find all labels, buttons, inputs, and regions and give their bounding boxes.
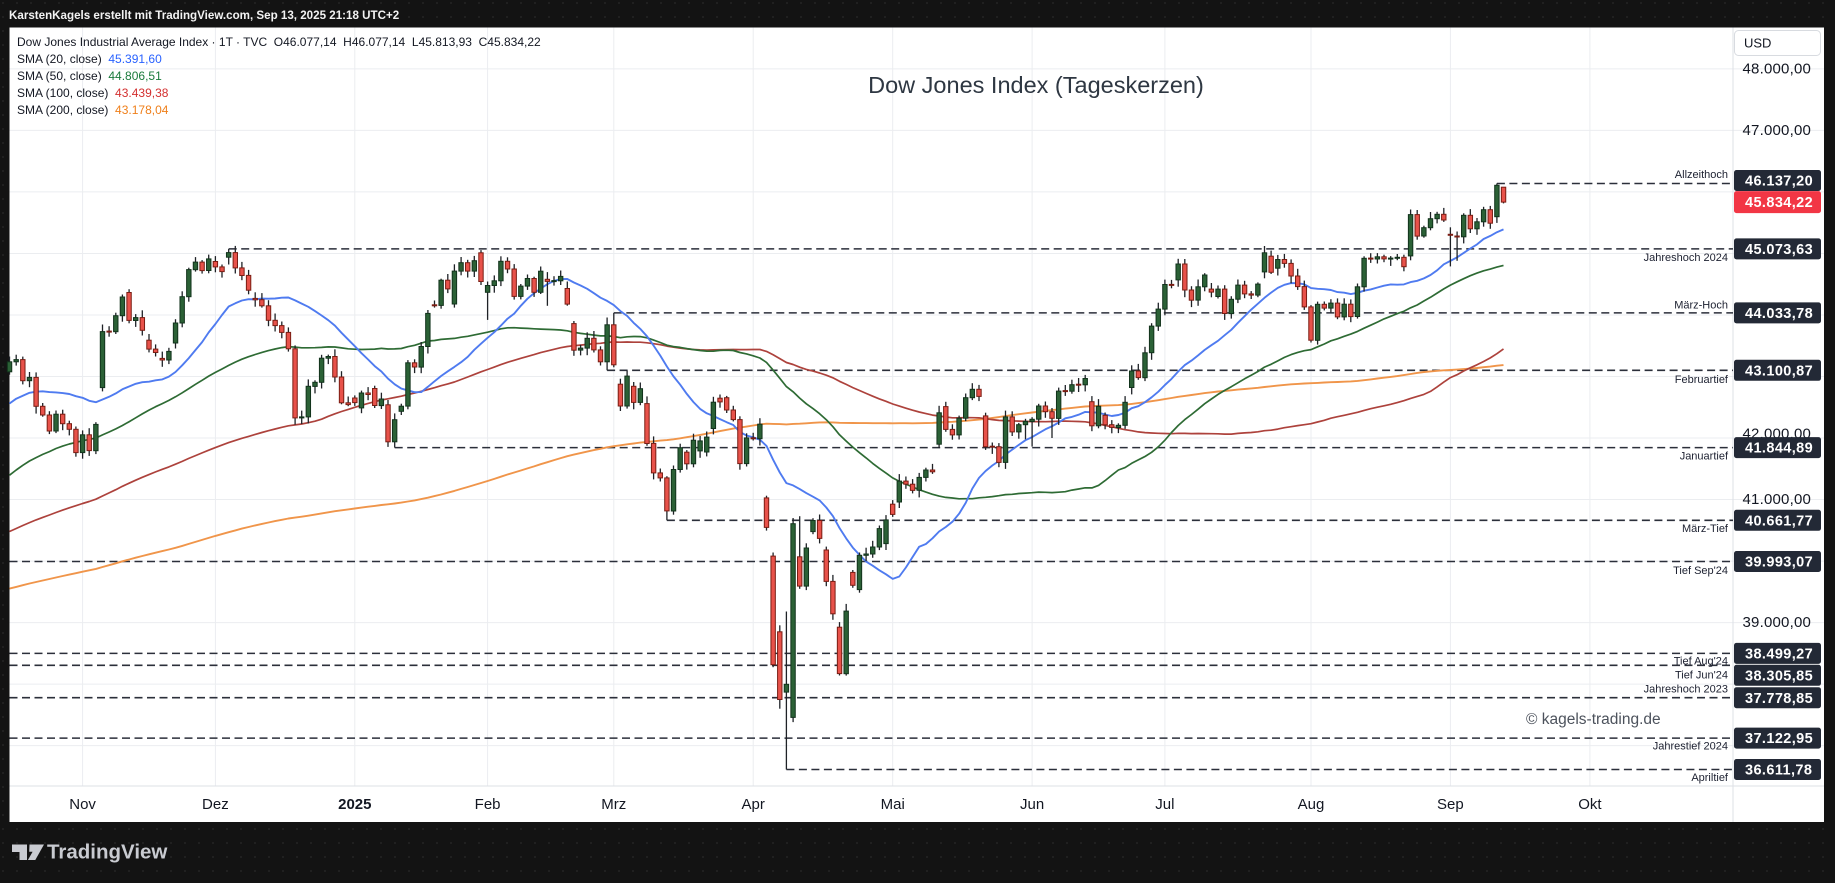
- svg-text:45.073,63: 45.073,63: [1745, 242, 1813, 258]
- svg-text:Nov: Nov: [69, 796, 96, 813]
- svg-text:KarstenKagels erstellt mit Tra: KarstenKagels erstellt mit TradingView.c…: [9, 9, 399, 22]
- svg-text:45.834,22: 45.834,22: [1745, 195, 1813, 211]
- svg-text:Dez: Dez: [202, 796, 229, 813]
- svg-text:Jahreshoch 2023: Jahreshoch 2023: [1644, 684, 1728, 696]
- svg-text:Allzeithoch: Allzeithoch: [1675, 169, 1728, 181]
- svg-text:Feb: Feb: [475, 796, 501, 813]
- svg-text:Jahreshoch 2024: Jahreshoch 2024: [1644, 252, 1728, 264]
- svg-text:39.993,07: 39.993,07: [1745, 555, 1813, 571]
- svg-text:Tief Jun'24: Tief Jun'24: [1675, 669, 1728, 681]
- svg-text:37.778,85: 37.778,85: [1745, 691, 1813, 707]
- svg-text:März-Hoch: März-Hoch: [1674, 299, 1728, 311]
- svg-text:© kagels-trading.de: © kagels-trading.de: [1526, 711, 1661, 728]
- svg-text:41.000,00: 41.000,00: [1743, 491, 1812, 508]
- svg-text:Februartief: Februartief: [1675, 374, 1729, 386]
- svg-text:Jahrestief 2024: Jahrestief 2024: [1653, 741, 1728, 753]
- svg-text:48.000,00: 48.000,00: [1743, 60, 1812, 77]
- svg-text:Dow Jones Index (Tageskerzen): Dow Jones Index (Tageskerzen): [868, 72, 1204, 98]
- svg-text:40.661,77: 40.661,77: [1745, 513, 1813, 529]
- svg-text:März-Tief: März-Tief: [1682, 523, 1729, 535]
- svg-text:SMA (20, close) 45.391,60: SMA (20, close) 45.391,60: [17, 52, 162, 66]
- svg-text:46.137,20: 46.137,20: [1745, 174, 1813, 190]
- svg-text:47.000,00: 47.000,00: [1743, 122, 1812, 139]
- svg-text:38.499,27: 38.499,27: [1745, 647, 1813, 663]
- svg-text:36.611,78: 36.611,78: [1745, 763, 1812, 779]
- svg-text:37.122,95: 37.122,95: [1745, 731, 1813, 747]
- svg-text:Apriltief: Apriltief: [1691, 772, 1729, 784]
- svg-text:38.305,85: 38.305,85: [1745, 668, 1813, 684]
- svg-text:2025: 2025: [338, 796, 371, 813]
- svg-text:USD: USD: [1744, 36, 1771, 51]
- svg-text:43.100,87: 43.100,87: [1745, 363, 1813, 379]
- svg-text:Dow Jones Industrial Average I: Dow Jones Industrial Average Index · 1T …: [17, 35, 541, 49]
- svg-text:39.000,00: 39.000,00: [1743, 614, 1812, 631]
- svg-text:Okt: Okt: [1578, 796, 1602, 813]
- svg-text:Aug: Aug: [1298, 796, 1325, 813]
- svg-text:Apr: Apr: [742, 796, 765, 813]
- svg-text:Jun: Jun: [1020, 796, 1044, 813]
- svg-text:44.033,78: 44.033,78: [1745, 306, 1813, 322]
- svg-text:TradingView: TradingView: [47, 841, 167, 864]
- svg-text:Januartief: Januartief: [1680, 451, 1729, 463]
- svg-text:SMA (200, close) 43.178,04: SMA (200, close) 43.178,04: [17, 103, 169, 117]
- svg-text:SMA (50, close) 44.806,51: SMA (50, close) 44.806,51: [17, 69, 162, 83]
- svg-text:Tief Aug'24: Tief Aug'24: [1674, 655, 1728, 667]
- svg-text:Mai: Mai: [881, 796, 905, 813]
- svg-text:Sep: Sep: [1437, 796, 1464, 813]
- svg-text:Jul: Jul: [1155, 796, 1174, 813]
- svg-text:41.844,89: 41.844,89: [1745, 441, 1813, 457]
- svg-text:SMA (100, close) 43.439,38: SMA (100, close) 43.439,38: [17, 86, 169, 100]
- svg-text:Tief Sep'24: Tief Sep'24: [1673, 565, 1728, 577]
- svg-text:Mrz: Mrz: [601, 796, 626, 813]
